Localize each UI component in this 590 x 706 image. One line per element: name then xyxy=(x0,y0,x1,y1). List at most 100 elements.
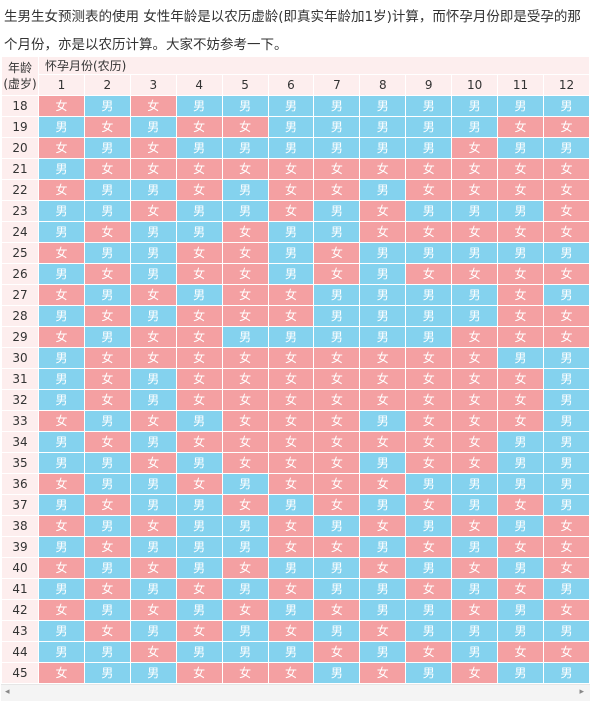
girl-cell: 女 xyxy=(498,306,543,326)
girl-cell: 女 xyxy=(84,621,130,641)
girl-cell: 女 xyxy=(268,537,314,557)
girl-cell: 女 xyxy=(222,558,268,578)
girl-cell: 女 xyxy=(222,264,268,284)
girl-cell: 女 xyxy=(406,348,452,368)
girl-cell: 女 xyxy=(84,264,130,284)
boy-cell: 男 xyxy=(84,600,130,620)
boy-cell: 男 xyxy=(130,117,176,137)
boy-cell: 男 xyxy=(498,348,543,368)
boy-cell: 男 xyxy=(406,600,452,620)
girl-cell: 女 xyxy=(360,201,406,221)
girl-cell: 女 xyxy=(222,159,268,179)
boy-cell: 男 xyxy=(360,327,406,347)
scroll-right-arrow-icon[interactable]: ▸ xyxy=(579,687,584,697)
table-row: 42 女男女男女男女男男女男女 xyxy=(2,600,589,620)
girl-cell: 女 xyxy=(268,180,314,200)
table-row: 27 女男女男女女男男男男女男 xyxy=(2,285,589,305)
boy-cell: 男 xyxy=(84,180,130,200)
girl-cell: 女 xyxy=(176,327,222,347)
boy-cell: 男 xyxy=(268,264,314,284)
girl-cell: 女 xyxy=(268,348,314,368)
age-cell: 27 xyxy=(2,285,38,305)
girl-cell: 女 xyxy=(360,516,406,536)
girl-cell: 女 xyxy=(268,453,314,473)
girl-cell: 女 xyxy=(176,306,222,326)
boy-cell: 男 xyxy=(498,558,543,578)
girl-cell: 女 xyxy=(130,642,176,662)
girl-cell: 女 xyxy=(268,474,314,494)
girl-cell: 女 xyxy=(498,285,543,305)
girl-cell: 女 xyxy=(222,285,268,305)
girl-cell: 女 xyxy=(452,369,498,389)
girl-cell: 女 xyxy=(176,474,222,494)
boy-cell: 男 xyxy=(360,495,406,515)
boy-cell: 男 xyxy=(452,579,498,599)
boy-cell: 男 xyxy=(406,621,452,641)
girl-cell: 女 xyxy=(452,432,498,452)
boy-cell: 男 xyxy=(498,663,543,683)
boy-cell: 男 xyxy=(314,138,360,158)
boy-cell: 男 xyxy=(543,96,589,116)
girl-cell: 女 xyxy=(360,369,406,389)
boy-cell: 男 xyxy=(543,474,589,494)
girl-cell: 女 xyxy=(176,579,222,599)
scroll-left-arrow-icon[interactable]: ◂ xyxy=(5,687,10,697)
girl-cell: 女 xyxy=(498,579,543,599)
boy-cell: 男 xyxy=(406,243,452,263)
girl-cell: 女 xyxy=(360,474,406,494)
boy-cell: 男 xyxy=(130,579,176,599)
girl-cell: 女 xyxy=(222,222,268,242)
girl-cell: 女 xyxy=(314,369,360,389)
table-row: 28 男女男女女女男男男男女女 xyxy=(2,306,589,326)
girl-cell: 女 xyxy=(452,222,498,242)
table-body: 18 女男女男男男男男男男男男 19 男女男女女男男男男男女女 20 女男女男男男男男男女… xyxy=(2,96,589,683)
age-cell: 23 xyxy=(2,201,38,221)
boy-cell: 男 xyxy=(498,621,543,641)
girl-cell: 女 xyxy=(39,327,84,347)
boy-cell: 男 xyxy=(543,243,589,263)
girl-cell: 女 xyxy=(176,663,222,683)
month-header-7: 7 xyxy=(314,75,360,95)
boy-cell: 男 xyxy=(176,222,222,242)
girl-cell: 女 xyxy=(268,432,314,452)
horizontal-scrollbar[interactable]: ◂ ▸ xyxy=(1,684,590,701)
age-cell: 25 xyxy=(2,243,38,263)
month-header-9: 9 xyxy=(406,75,452,95)
girl-cell: 女 xyxy=(498,327,543,347)
girl-cell: 女 xyxy=(360,621,406,641)
age-cell: 30 xyxy=(2,348,38,368)
boy-cell: 男 xyxy=(130,306,176,326)
girl-cell: 女 xyxy=(314,180,360,200)
boy-cell: 男 xyxy=(176,138,222,158)
boy-cell: 男 xyxy=(268,558,314,578)
girl-cell: 女 xyxy=(130,411,176,431)
boy-cell: 男 xyxy=(543,579,589,599)
age-column-header: 年龄 (虚岁) xyxy=(2,57,38,95)
girl-cell: 女 xyxy=(498,390,543,410)
age-cell: 28 xyxy=(2,306,38,326)
girl-cell: 女 xyxy=(543,159,589,179)
month-header-3: 3 xyxy=(130,75,176,95)
table-row: 21 男女女女女女女女女女女女 xyxy=(2,159,589,179)
boy-cell: 男 xyxy=(543,369,589,389)
girl-cell: 女 xyxy=(268,663,314,683)
table-row: 40 女男女男女男男女男女男女 xyxy=(2,558,589,578)
girl-cell: 女 xyxy=(543,180,589,200)
boy-cell: 男 xyxy=(222,516,268,536)
boy-cell: 男 xyxy=(314,306,360,326)
girl-cell: 女 xyxy=(176,264,222,284)
girl-cell: 女 xyxy=(543,600,589,620)
boy-cell: 男 xyxy=(39,117,84,137)
girl-cell: 女 xyxy=(452,390,498,410)
boy-cell: 男 xyxy=(84,138,130,158)
boy-cell: 男 xyxy=(543,621,589,641)
girl-cell: 女 xyxy=(314,453,360,473)
boy-cell: 男 xyxy=(452,537,498,557)
table-row: 31 男女男女女女女女女女女男 xyxy=(2,369,589,389)
boy-cell: 男 xyxy=(314,201,360,221)
boy-cell: 男 xyxy=(130,369,176,389)
girl-cell: 女 xyxy=(222,600,268,620)
girl-cell: 女 xyxy=(176,369,222,389)
month-header-10: 10 xyxy=(452,75,498,95)
girl-cell: 女 xyxy=(222,306,268,326)
